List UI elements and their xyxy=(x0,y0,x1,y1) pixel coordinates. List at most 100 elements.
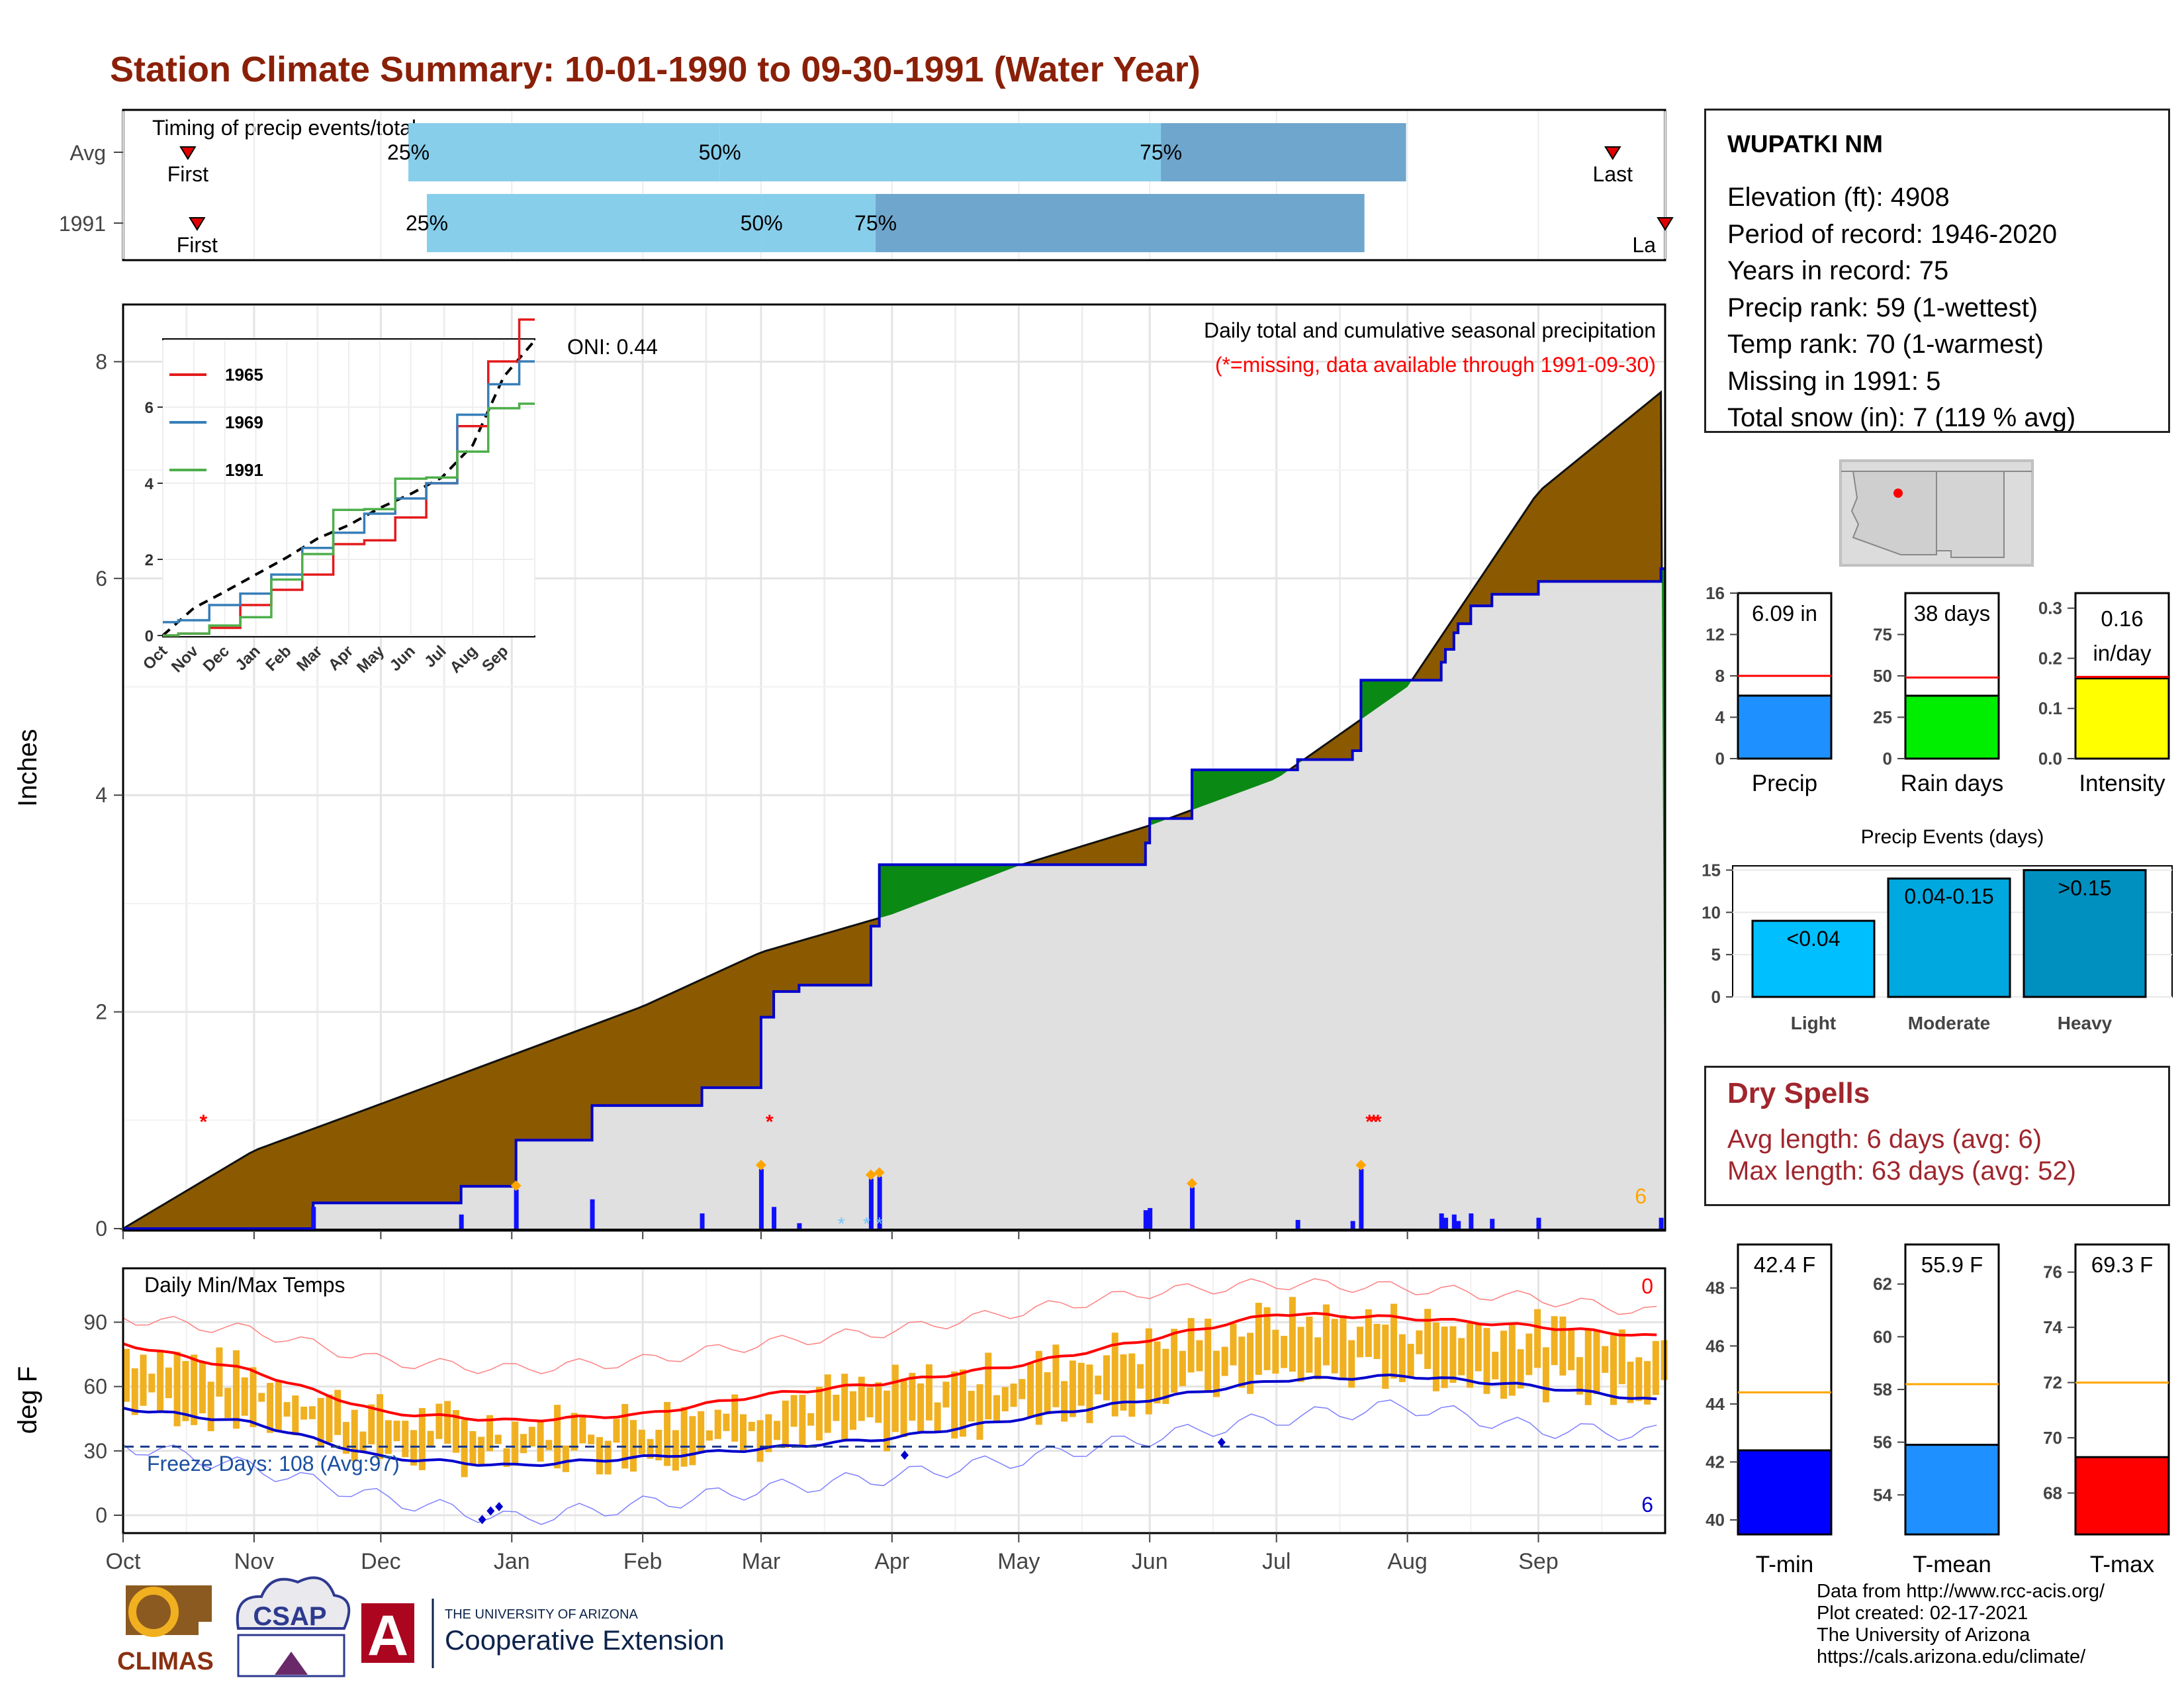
climas-logo-sun xyxy=(128,1587,179,1637)
daily-temp-bar xyxy=(410,1430,418,1466)
daily-temp-bar xyxy=(604,1440,612,1475)
temp-bar-t-min-value-bar xyxy=(1737,1449,1833,1536)
stat-bar-rain-days-value-bar xyxy=(1904,694,2000,760)
daily-temp-bar xyxy=(554,1405,561,1469)
timing-bar-light xyxy=(719,123,1161,181)
stat-bar-intensity-tick-label: 0.0 xyxy=(2038,749,2062,769)
state-map xyxy=(1839,459,2034,567)
stat-bar-intensity-value-label: 0.16 xyxy=(2101,606,2143,631)
daily-temp-bar xyxy=(308,1406,316,1419)
timing-bar-light xyxy=(761,194,876,252)
events-category-label: Moderate xyxy=(1908,1013,1990,1033)
daily-temp-bar xyxy=(1306,1317,1313,1373)
temp-ytick-label: 90 xyxy=(83,1310,107,1334)
daily-temp-bar xyxy=(1162,1348,1169,1404)
daily-temp-bar xyxy=(537,1420,544,1462)
temp-bar-t-max-value-bar xyxy=(2074,1456,2170,1536)
stat-bar-intensity-tick-label: 0.1 xyxy=(2038,698,2062,718)
stat-bar-precip-tick-label: 12 xyxy=(1706,625,1725,645)
daily-temp-bar xyxy=(267,1383,274,1433)
month-label: Oct xyxy=(106,1549,141,1574)
daily-temp-bar xyxy=(1322,1304,1330,1366)
daily-temp-bar xyxy=(326,1394,333,1442)
record-low-marker xyxy=(486,1506,495,1516)
timing-label-75: 75% xyxy=(1140,140,1182,164)
first-event-label: First xyxy=(167,162,208,186)
stat-bar-intensity-value-label: in/day xyxy=(2093,641,2152,665)
daily-temp-bar xyxy=(1525,1333,1533,1376)
daily-temp-bar xyxy=(512,1421,519,1465)
daily-temp-bar xyxy=(469,1430,477,1465)
daily-temp-bar xyxy=(241,1377,248,1416)
csap-logo-mountain xyxy=(275,1652,308,1675)
temp-bar-t-mean-value-label: 55.9 F xyxy=(1921,1252,1983,1277)
daily-temp-bar xyxy=(815,1386,823,1441)
daily-temp-bar xyxy=(1179,1350,1186,1386)
daily-temp-bar xyxy=(1289,1297,1296,1372)
daily-temp-bar xyxy=(157,1351,164,1412)
heavy-event-marker xyxy=(755,1159,766,1170)
daily-temp-bar xyxy=(849,1391,856,1430)
credit-url: https://cals.arizona.edu/climate/ xyxy=(1817,1646,2086,1667)
daily-temp-bar xyxy=(224,1387,232,1418)
daily-temp-bar xyxy=(756,1420,764,1462)
daily-temp-bar xyxy=(1542,1347,1549,1403)
temp-ytick-label: 0 xyxy=(95,1503,107,1527)
precip-missing-note: (*=missing, data available through 1991-… xyxy=(1215,353,1656,377)
daily-temp-bar xyxy=(579,1415,586,1444)
events-title: Precip Events (days) xyxy=(1861,826,2044,848)
timing-bar-light xyxy=(408,123,720,181)
timing-label-50: 50% xyxy=(741,211,783,235)
month-label: Dec xyxy=(361,1549,400,1574)
last-event-label: La xyxy=(1632,233,1656,257)
events-bar-label: <0.04 xyxy=(1787,927,1841,951)
daily-temp-bar xyxy=(1137,1364,1144,1389)
daily-temp-bar xyxy=(232,1350,240,1429)
temp-bar-t-mean-value-bar xyxy=(1904,1444,2000,1536)
snow-marker: * xyxy=(876,1213,883,1234)
temp-bar-t-mean-tick-label: 56 xyxy=(1873,1432,1892,1452)
dry-spells-box: Dry Spells Avg length: 6 days (avg: 6) M… xyxy=(1704,1066,2170,1206)
daily-temp-bar xyxy=(570,1413,578,1451)
daily-temp-bar xyxy=(1331,1319,1338,1374)
missing-day-marker: * xyxy=(199,1111,207,1133)
daily-temp-bar xyxy=(884,1390,891,1452)
temp-min-count: 6 xyxy=(1641,1493,1653,1517)
precip-ytick-label: 4 xyxy=(95,783,107,807)
daily-temp-bar xyxy=(1492,1352,1499,1380)
stat-bar-intensity-category-label: Intensity xyxy=(2079,771,2165,796)
station-precip-rank: Precip rank: 59 (1-wettest) xyxy=(1727,293,2038,322)
daily-temp-bar xyxy=(1145,1328,1152,1415)
events-bar-label: >0.15 xyxy=(2058,876,2112,900)
daily-temp-bar xyxy=(1551,1316,1558,1366)
daily-temp-bar xyxy=(714,1409,721,1439)
daily-temp-bar xyxy=(1458,1338,1465,1376)
daily-temp-bar xyxy=(182,1361,189,1421)
record-low-marker xyxy=(1217,1437,1226,1447)
daily-temp-bar xyxy=(900,1378,907,1437)
month-label: Jun xyxy=(1132,1549,1168,1574)
daily-precip-bar xyxy=(758,1168,764,1229)
daily-temp-bar xyxy=(292,1395,299,1436)
temp-ytick-label: 30 xyxy=(83,1439,107,1463)
temp-panel: Daily Min/Max Temps Freeze Days: 108 (Av… xyxy=(13,1231,1668,1574)
daily-temp-bar xyxy=(351,1409,358,1462)
daily-temp-bar xyxy=(841,1374,848,1442)
daily-precip-bar xyxy=(1659,1217,1664,1229)
oni-label: ONI: 0.44 xyxy=(567,335,658,359)
events-tick-label: 0 xyxy=(1711,987,1721,1007)
daily-precip-bar xyxy=(459,1214,464,1229)
climas-logo-text: CLIMAS xyxy=(117,1648,214,1675)
daily-temp-bar xyxy=(976,1384,983,1440)
map-new-mexico xyxy=(1936,471,2005,558)
daily-temp-bar xyxy=(494,1434,502,1444)
inset-series-1965 xyxy=(163,318,535,637)
timing-panel: Timing of precip events/totals Avg 1991 … xyxy=(59,109,1674,261)
daily-temp-bar xyxy=(131,1368,138,1415)
dry-spells-avg: Avg length: 6 days (avg: 6) xyxy=(1727,1125,2042,1154)
daily-temp-bar xyxy=(1077,1362,1085,1406)
daily-temp-bar xyxy=(377,1394,384,1460)
heavy-event-marker xyxy=(1187,1178,1198,1189)
observed-cumulative-line xyxy=(123,567,1665,1230)
